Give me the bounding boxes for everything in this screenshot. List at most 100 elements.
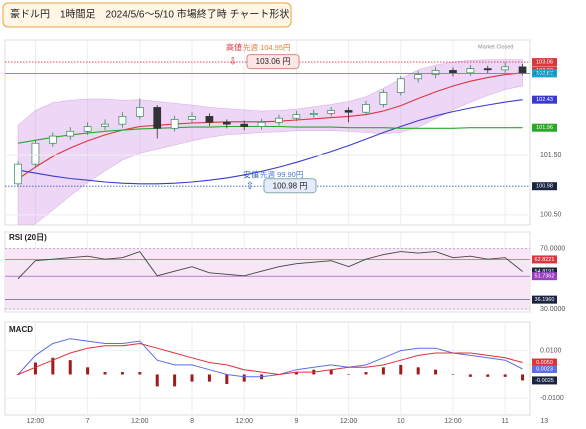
value-tag-label: 51.7362	[535, 274, 555, 280]
candle-body	[414, 74, 423, 80]
candle-body	[327, 110, 336, 114]
value-tag-label: 54.8191	[535, 269, 555, 275]
value-tag-label: 0.0023	[536, 366, 553, 372]
histogram-bar	[155, 374, 159, 387]
candle-body	[170, 119, 179, 129]
value-tag	[532, 69, 557, 78]
candle-body	[292, 114, 301, 119]
y-tick-label: -0.0100	[540, 395, 564, 402]
candle-body	[344, 110, 353, 113]
line	[17, 72, 523, 180]
histogram-bar	[68, 360, 72, 375]
x-tick-label: 13	[540, 418, 548, 425]
x-tick-label: 10	[397, 418, 405, 425]
histogram-bar	[225, 374, 229, 384]
y-tick-label: 30.0000	[540, 306, 565, 313]
bollinger-band	[17, 59, 523, 225]
line	[17, 251, 523, 280]
annotation-box	[263, 178, 317, 194]
x-tick-label: 8	[190, 418, 194, 425]
candle-body	[66, 130, 75, 137]
value-tag	[532, 255, 557, 264]
histogram-bar	[364, 372, 368, 375]
value-tag	[532, 95, 557, 104]
candle-body	[396, 78, 405, 93]
x-tick-label: 12:00	[27, 418, 45, 425]
histogram-bar	[503, 374, 507, 377]
value-tag-label: 36.1960	[535, 297, 555, 303]
line	[17, 338, 523, 378]
value-tag-label: 102.43	[536, 97, 553, 103]
value-tag	[532, 123, 557, 132]
y-tick-label: 70.0000	[540, 245, 565, 252]
candle-body	[466, 68, 475, 74]
candle-body	[449, 70, 457, 74]
histogram-bar	[51, 357, 55, 375]
annotation-note: 先週 104.95円	[243, 42, 291, 52]
line	[17, 125, 523, 144]
value-tag-label: -0.0025	[535, 378, 554, 384]
candle-body	[518, 66, 527, 74]
histogram-bar	[329, 369, 333, 375]
candle-body	[483, 68, 492, 71]
annotation-box	[246, 54, 300, 70]
candle-body	[379, 92, 388, 105]
line	[17, 342, 523, 376]
value-tag	[532, 364, 557, 373]
y-tick-label: 0.0100	[540, 347, 562, 354]
candle-body	[240, 123, 249, 127]
x-tick-label: 7	[86, 418, 90, 425]
candle-body	[118, 116, 127, 125]
candle-body	[101, 123, 109, 127]
histogram-bar	[86, 367, 90, 375]
value-tag-label: 101.96	[536, 125, 553, 131]
x-tick-label: 12:00	[235, 418, 253, 425]
x-tick-label: 12:00	[340, 418, 358, 425]
candle-body	[431, 70, 440, 75]
panel-title: MACD	[9, 325, 33, 334]
candle-body	[48, 135, 57, 144]
annotation-value: 103.06 円	[256, 57, 291, 66]
candle-body	[222, 122, 231, 125]
histogram-bar	[434, 369, 438, 375]
macd-panel	[4, 321, 531, 416]
histogram-bar	[486, 374, 490, 377]
candle-body	[257, 122, 266, 127]
histogram-bar	[347, 374, 351, 375]
candle-body	[362, 104, 370, 113]
symbol-label: AUD/JPY	[533, 71, 557, 77]
histogram-bar	[242, 374, 246, 382]
value-tag	[532, 358, 557, 367]
candle-body	[205, 116, 214, 123]
value-tag-label: 103.06	[536, 60, 553, 66]
annotation-value: 100.98 円	[273, 181, 308, 190]
histogram-bar	[294, 372, 298, 375]
y-tick-label: 101.50	[540, 152, 562, 159]
x-tick-label: 12:00	[131, 418, 149, 425]
page-title: 豪ドル円 1時間足 2024/5/6～5/10 市場終了時 チャート形状	[10, 8, 289, 21]
histogram-bar	[381, 367, 385, 375]
value-tag	[532, 295, 557, 304]
price-panel	[4, 39, 531, 226]
histogram-bar	[399, 364, 403, 375]
candle-body	[309, 113, 318, 115]
histogram-bar	[138, 372, 142, 375]
histogram-bar	[451, 374, 455, 375]
value-tag	[532, 267, 557, 276]
annotation-label: 高値	[226, 42, 242, 52]
value-tag-label: 100.98	[536, 184, 553, 190]
candle-body	[153, 107, 162, 129]
annotation-label: 安値	[243, 169, 259, 179]
histogram-bar	[120, 372, 124, 375]
histogram-bar	[416, 367, 420, 375]
candle-body	[14, 163, 22, 185]
line	[17, 99, 523, 185]
x-tick-label: 9	[294, 418, 298, 425]
x-tick-label: 12:00	[444, 418, 462, 425]
histogram-bar	[190, 374, 194, 382]
candle-body	[83, 126, 92, 132]
histogram-bar	[103, 372, 107, 375]
candle-body	[188, 116, 196, 120]
value-tag	[532, 272, 557, 281]
candle-body	[31, 142, 40, 165]
